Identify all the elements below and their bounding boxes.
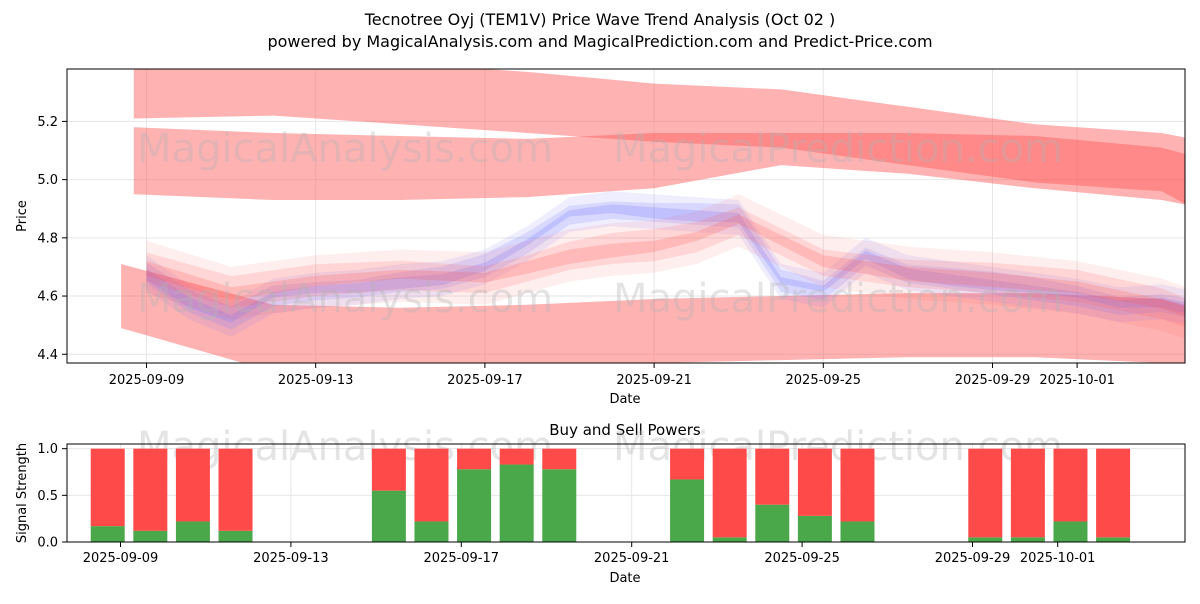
sell-bar	[542, 449, 576, 470]
signal-x-tick-label: 2025-09-21	[594, 551, 670, 566]
sell-bar	[176, 449, 210, 522]
watermark-prediction-mid: MagicalPrediction.com	[613, 276, 1063, 322]
signal-x-tick-label: 2025-09-17	[424, 551, 500, 566]
price-y-tick-label: 5.2	[37, 115, 58, 130]
watermark-prediction-top: MagicalPrediction.com	[613, 126, 1063, 172]
signal-x-label: Date	[609, 571, 640, 586]
buy-bar	[414, 521, 448, 542]
sell-bar	[840, 449, 874, 522]
price-y-tick-label: 4.4	[37, 348, 58, 363]
sell-bar	[1096, 449, 1130, 538]
figure-subtitle: powered by MagicalAnalysis.com and Magic…	[267, 32, 932, 51]
buy-bar	[713, 537, 747, 542]
buy-bar	[176, 521, 210, 542]
price-y-label: Price	[15, 200, 30, 232]
watermark-analysis-mid: MagicalAnalysis.com	[137, 276, 553, 322]
buy-bar	[91, 526, 125, 542]
sell-bar	[414, 449, 448, 522]
signal-x-tick-label: 2025-09-09	[83, 551, 159, 566]
sell-bar	[798, 449, 832, 516]
price-x-tick-label: 2025-09-29	[955, 373, 1031, 388]
buy-sell-chart: Buy and Sell Powers MagicalAnalysis.com …	[15, 421, 1185, 586]
buy-bar	[1053, 521, 1087, 542]
price-y-tick-label: 4.6	[37, 290, 58, 305]
sell-bar	[500, 449, 534, 465]
sell-bar	[713, 449, 747, 538]
price-wave-bands	[121, 54, 1200, 383]
price-x-tick-label: 2025-09-25	[786, 373, 862, 388]
price-y-tick-label: 4.8	[37, 231, 58, 246]
sell-bar	[133, 449, 167, 531]
signal-x-tick-label: 2025-09-13	[253, 551, 329, 566]
signal-y-tick-label: 0.0	[37, 536, 58, 551]
signal-y-tick-label: 1.0	[37, 442, 58, 457]
figure-title: Tecnotree Oyj (TEM1V) Price Wave Trend A…	[364, 10, 836, 29]
sell-bar	[755, 449, 789, 505]
sell-bar	[219, 449, 253, 531]
sell-bar	[1011, 449, 1045, 538]
buy-bar	[133, 531, 167, 542]
watermark-analysis-top: MagicalAnalysis.com	[137, 126, 553, 172]
price-x-label: Date	[609, 392, 640, 407]
price-x-tick-label: 2025-09-09	[109, 373, 185, 388]
sell-bar	[968, 449, 1002, 538]
buy-bar	[1096, 537, 1130, 542]
price-x-tick-label: 2025-09-21	[616, 373, 692, 388]
signal-y-label: Signal Strength	[15, 443, 30, 543]
buy-bar	[968, 537, 1002, 542]
buy-bar	[670, 479, 704, 542]
buy-bar	[755, 505, 789, 542]
buy-bar	[840, 521, 874, 542]
signal-x-tick-label: 2025-09-29	[935, 551, 1011, 566]
sell-bar	[91, 449, 125, 526]
buy-bar	[457, 469, 491, 542]
signal-x-tick-label: 2025-09-25	[764, 551, 840, 566]
sell-bar	[457, 449, 491, 470]
buy-bar	[219, 531, 253, 542]
price-x-tick-label: 2025-10-01	[1039, 373, 1115, 388]
buy-bar	[542, 469, 576, 542]
price-y-tick-label: 5.0	[37, 173, 58, 188]
buy-bar	[1011, 537, 1045, 542]
buy-bar	[798, 516, 832, 542]
signal-y-tick-label: 0.5	[37, 489, 58, 504]
price-wave-chart: MagicalAnalysis.com MagicalPrediction.co…	[15, 54, 1200, 407]
sell-bar	[670, 449, 704, 480]
sell-bar	[1053, 449, 1087, 522]
signal-x-tick-label: 2025-10-01	[1020, 551, 1096, 566]
sell-bar	[372, 449, 406, 491]
price-x-tick-label: 2025-09-17	[447, 373, 523, 388]
price-x-tick-label: 2025-09-13	[278, 373, 354, 388]
buy-bar	[372, 491, 406, 542]
buy-bar	[500, 465, 534, 542]
